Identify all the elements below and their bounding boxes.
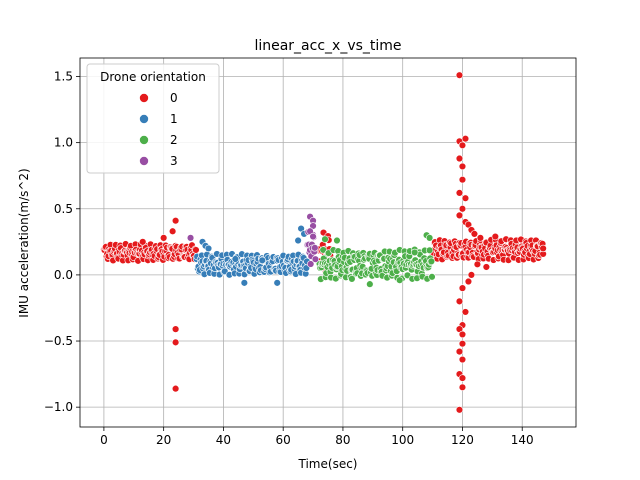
series-2-point (366, 280, 374, 288)
series-0-point (476, 234, 485, 242)
series-1-point (204, 244, 213, 253)
series-0-point (458, 284, 467, 292)
series-0-point (467, 271, 476, 279)
x-tick-label: 20 (156, 433, 171, 447)
series-3-point (309, 232, 317, 241)
series-0-point (455, 297, 464, 306)
series-0-point (482, 263, 491, 271)
series-1-point (231, 255, 240, 263)
series-2-point (425, 234, 434, 242)
x-tick-label: 120 (451, 433, 474, 447)
series-0-point (171, 384, 180, 393)
legend-title: Drone orientation (100, 70, 206, 84)
series-0-point (455, 406, 464, 414)
y-tick-label: 0.5 (54, 202, 73, 216)
series-2-point (410, 248, 419, 257)
scatter-points (100, 71, 547, 414)
series-0-point (168, 227, 177, 235)
series-1-point (294, 236, 302, 245)
series-0-point (139, 238, 147, 246)
series-1-point (273, 279, 281, 287)
series-0-point (159, 234, 168, 242)
series-2-point (425, 246, 434, 255)
series-0-point (458, 383, 467, 392)
legend: Drone orientation 0 1 2 3 (86, 63, 220, 174)
series-0-point (455, 189, 464, 197)
series-2-point (348, 275, 356, 283)
series-0-point (470, 230, 479, 238)
plot-frame (79, 57, 577, 428)
series-0-point (539, 244, 547, 253)
series-0-point (458, 339, 467, 348)
legend-label-1: 1 (170, 112, 178, 126)
series-3-point (186, 234, 195, 242)
series-0-point (455, 71, 464, 79)
series-0-point (461, 194, 470, 202)
series-0-point (473, 260, 482, 269)
series-0-point (171, 325, 180, 333)
legend-box (86, 63, 220, 174)
x-tick-label: 0 (100, 433, 108, 447)
series-0-point (491, 232, 500, 241)
series-0-point (171, 216, 180, 225)
series-0-point (458, 175, 467, 184)
y-tick-label: −0.5 (44, 334, 73, 348)
legend-label-0: 0 (170, 91, 178, 105)
x-tick-label: 80 (335, 433, 350, 447)
series-0-point (455, 347, 464, 356)
series-3-point (306, 260, 315, 268)
series-0-point (458, 330, 467, 339)
y-axis-label: IMU acceleration(m/s^2) (17, 168, 31, 317)
series-0-point (461, 308, 470, 316)
series-0-point (464, 277, 473, 286)
series-1-point (240, 279, 249, 287)
series-0-point (455, 211, 464, 220)
series-0-point (458, 355, 467, 364)
series-0-point (458, 141, 467, 149)
x-tick-label: 100 (391, 433, 414, 447)
series-2-point (321, 235, 329, 243)
series-2-point (396, 276, 404, 284)
legend-marker-1 (139, 114, 149, 124)
series-2-point (428, 273, 436, 281)
y-tick-label: 1.5 (54, 70, 73, 84)
series-0-point (192, 246, 200, 254)
legend-label-3: 3 (170, 154, 178, 168)
legend-label-2: 2 (170, 133, 178, 147)
legend-marker-0 (139, 93, 149, 103)
series-0-point (458, 162, 467, 171)
y-tick-label: 0.0 (54, 268, 73, 282)
legend-marker-3 (139, 156, 149, 166)
series-3-point (311, 255, 320, 263)
y-tick-label: 1.0 (54, 136, 73, 150)
series-0-point (171, 338, 180, 347)
x-tick-label: 140 (511, 433, 534, 447)
x-tick-label: 40 (216, 433, 231, 447)
series-3-point (311, 244, 319, 252)
chart-title: linear_acc_x_vs_time (254, 38, 401, 54)
axes: 0 20 40 60 80 100 120 140−1.0−0.50.00.51.01.5 (44, 57, 577, 447)
legend-marker-2 (139, 135, 149, 145)
x-tick-label: 60 (276, 433, 291, 447)
series-0-point (461, 134, 470, 143)
series-1-point (258, 256, 266, 265)
series-0-point (458, 374, 467, 382)
series-2-point (427, 257, 436, 266)
x-axis-label: Time(sec) (298, 457, 358, 471)
series-0-point (455, 154, 464, 163)
y-tick-label: −1.0 (44, 400, 73, 414)
series-0-point (458, 205, 467, 213)
series-2-point (333, 236, 341, 245)
